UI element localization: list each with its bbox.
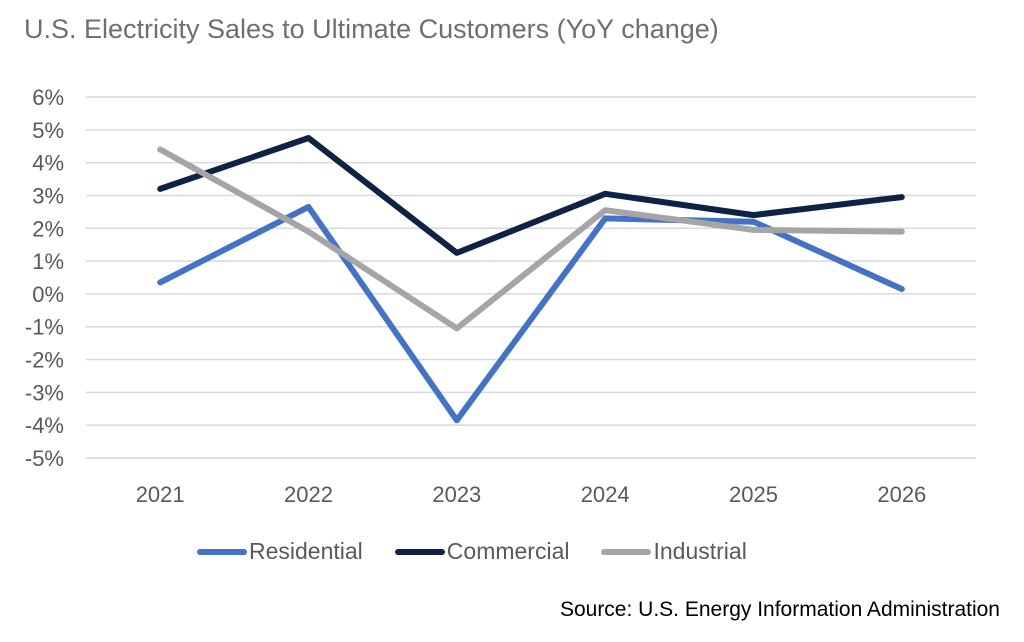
- x-tick-label: 2026: [877, 482, 926, 507]
- y-tick-label: 2%: [32, 216, 64, 241]
- legend-swatch-commercial: [394, 548, 445, 555]
- y-tick-label: 4%: [32, 151, 64, 176]
- y-tick-label: -2%: [25, 348, 64, 373]
- x-axis-ticks: 2021 2022 2023 2024 2025 2026: [136, 482, 927, 507]
- series-line-industrial: [157, 146, 905, 332]
- x-tick-label: 2021: [136, 482, 185, 507]
- y-tick-label: 5%: [32, 118, 64, 143]
- y-tick-label: -5%: [25, 446, 64, 471]
- y-tick-label: 1%: [32, 249, 64, 274]
- y-tick-label: 3%: [32, 183, 64, 208]
- chart-title: U.S. Electricity Sales to Ultimate Custo…: [24, 14, 719, 44]
- y-tick-label: 6%: [32, 85, 64, 110]
- series-line-residential: [157, 203, 905, 424]
- y-tick-label: 0%: [32, 282, 64, 307]
- series-line-commercial: [157, 135, 905, 256]
- x-tick-label: 2022: [284, 482, 333, 507]
- legend-item-residential: Residential: [197, 538, 363, 565]
- y-tick-label: -3%: [25, 380, 64, 405]
- y-tick-label: -1%: [25, 315, 64, 340]
- legend-label-residential: Residential: [249, 538, 363, 564]
- y-tick-label: -4%: [25, 413, 64, 438]
- legend-label-industrial: Industrial: [653, 538, 747, 564]
- legend-item-industrial: Industrial: [601, 538, 747, 565]
- legend-swatch-industrial: [601, 548, 652, 555]
- legend-swatch-residential: [197, 548, 247, 555]
- y-axis-ticks: 6% 5% 4% 3% 2% 1% 0% -1% -2% -3% -4% -5%: [25, 85, 64, 471]
- legend: Residential Commercial Industrial: [197, 538, 779, 565]
- legend-item-commercial: Commercial: [394, 538, 570, 565]
- source-note: Source: U.S. Energy Information Administ…: [559, 598, 1000, 621]
- x-tick-label: 2025: [729, 482, 778, 507]
- series-lines: [157, 135, 905, 424]
- x-tick-label: 2023: [432, 482, 481, 507]
- legend-label-commercial: Commercial: [446, 538, 570, 564]
- x-tick-label: 2024: [581, 482, 630, 507]
- gridlines: [86, 96, 976, 459]
